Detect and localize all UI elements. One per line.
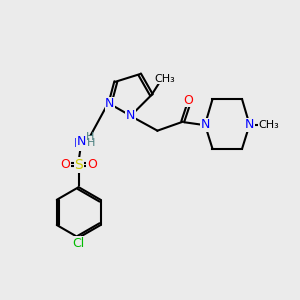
Text: N: N xyxy=(245,118,254,131)
Text: O: O xyxy=(60,158,70,171)
Text: O: O xyxy=(184,94,194,107)
Text: O: O xyxy=(87,158,97,171)
Text: H: H xyxy=(87,139,96,148)
Text: N: N xyxy=(77,136,86,148)
Text: N: N xyxy=(105,98,115,110)
Text: NH: NH xyxy=(74,137,92,150)
Text: S: S xyxy=(74,158,83,172)
Text: Cl: Cl xyxy=(73,236,85,250)
Text: H: H xyxy=(85,132,94,142)
Text: N: N xyxy=(200,118,210,131)
Text: N: N xyxy=(126,109,135,122)
Text: CH₃: CH₃ xyxy=(259,120,279,130)
Text: CH₃: CH₃ xyxy=(154,74,175,84)
